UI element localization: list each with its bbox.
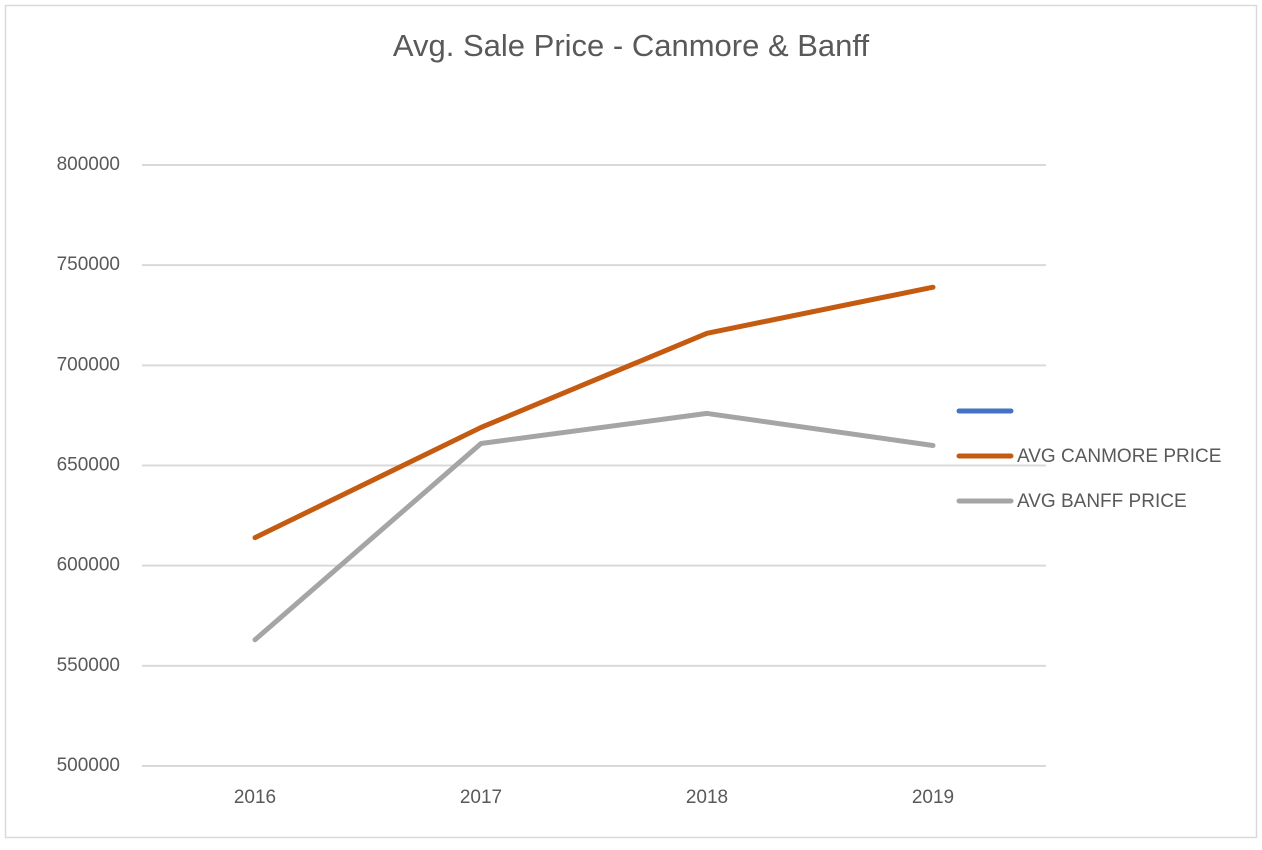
x-tick-label: 2017 — [460, 787, 502, 808]
x-tick-label: 2018 — [686, 787, 728, 808]
legend-label: AVG CANMORE PRICE — [1017, 446, 1221, 467]
y-tick-label: 600000 — [57, 555, 120, 576]
x-tick-label: 2016 — [234, 787, 276, 808]
series-line — [252, 284, 936, 541]
y-tick-label: 800000 — [57, 154, 120, 175]
y-tick-label: 650000 — [57, 455, 120, 476]
chart-title: Avg. Sale Price - Canmore & Banff — [393, 28, 870, 63]
y-tick-label: 550000 — [57, 655, 120, 676]
x-tick-label: 2019 — [912, 787, 954, 808]
y-tick-label: 750000 — [57, 254, 120, 275]
y-tick-label: 700000 — [57, 354, 120, 375]
legend-label: AVG BANFF PRICE — [1017, 491, 1187, 512]
series-line — [252, 410, 936, 643]
y-tick-label: 500000 — [57, 755, 120, 776]
